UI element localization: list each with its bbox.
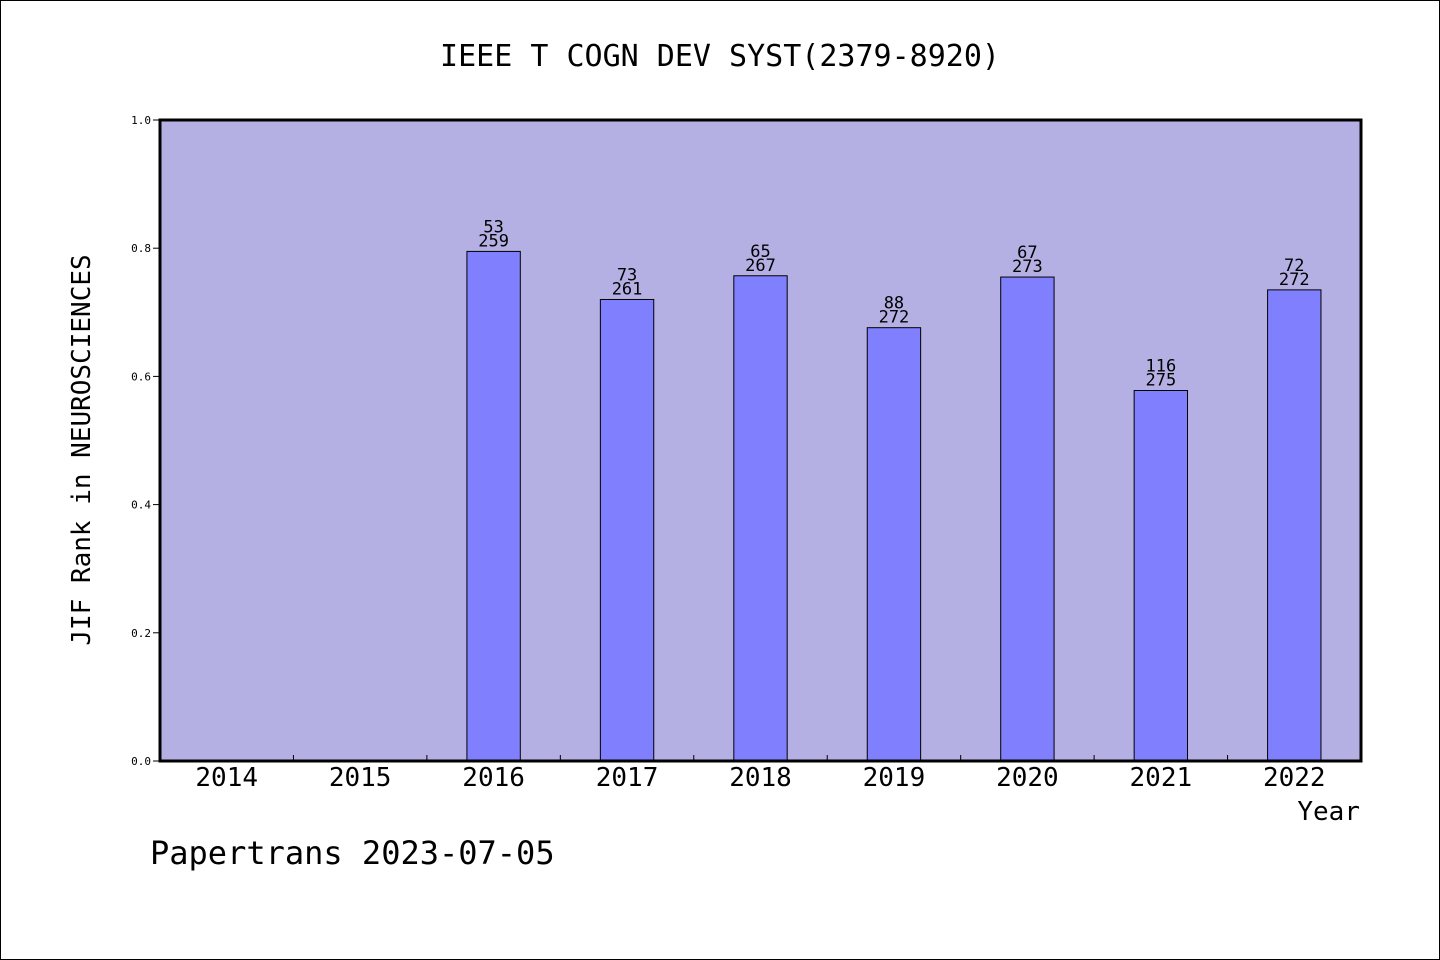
bar-label-total: 275	[1145, 371, 1176, 391]
x-tick-label: 2017	[596, 763, 659, 793]
y-tick-label: 0.0	[131, 755, 151, 768]
bar-label-rank: 88	[884, 294, 904, 314]
bar	[1267, 289, 1322, 762]
bar-group	[466, 250, 1322, 762]
bar	[866, 327, 922, 762]
y-tick-label: 0.2	[131, 627, 151, 640]
bar-label-rank: 53	[483, 217, 503, 237]
bar	[466, 250, 521, 762]
x-tick-label: 2020	[996, 763, 1059, 793]
bar	[1000, 276, 1055, 762]
bar-label-total: 272	[879, 308, 910, 328]
bar-label-rank: 116	[1145, 357, 1176, 377]
bar-label-total: 261	[612, 279, 643, 299]
x-tick-label: 2018	[729, 763, 792, 793]
bar-label-total: 259	[478, 231, 509, 251]
y-tick-label: 0.4	[131, 499, 151, 512]
x-axis-ticks: 2014 2015 2016 2017 2018 2019 2020 2021 2022	[195, 755, 1326, 793]
y-tick-label: 0.8	[131, 242, 151, 255]
y-tick-label: 1.0	[131, 114, 151, 127]
plot-border	[158, 118, 1363, 763]
x-tick-label: 2019	[863, 763, 926, 793]
bar-label-total: 272	[1279, 270, 1310, 290]
bar-label-rank: 73	[617, 265, 637, 285]
y-axis-ticks: 0.0 0.2 0.4 0.6 0.8 1.0	[131, 114, 160, 768]
bar	[1133, 390, 1189, 762]
y-axis-label: JIF Rank in NEUROSCIENCES	[67, 254, 97, 645]
bar-label-rank: 65	[750, 242, 770, 262]
x-axis-label: Year	[1297, 797, 1360, 827]
bar-label-rank: 67	[1017, 243, 1037, 263]
x-tick-label: 2021	[1130, 763, 1193, 793]
x-tick-label: 2016	[462, 763, 525, 793]
bar-label-total: 267	[745, 256, 776, 276]
bar	[599, 298, 655, 762]
x-tick-label: 2015	[329, 763, 392, 793]
x-tick-label: 2022	[1263, 763, 1326, 793]
bar-label-rank: 72	[1284, 256, 1304, 276]
y-tick-label: 0.6	[131, 370, 151, 383]
footer-watermark: Papertrans 2023-07-05	[150, 834, 555, 872]
bar-label-total: 273	[1012, 257, 1043, 277]
chart-title: IEEE T COGN DEV SYST(2379-8920)	[440, 39, 1000, 74]
bar	[733, 275, 788, 762]
x-tick-label: 2014	[195, 763, 258, 793]
